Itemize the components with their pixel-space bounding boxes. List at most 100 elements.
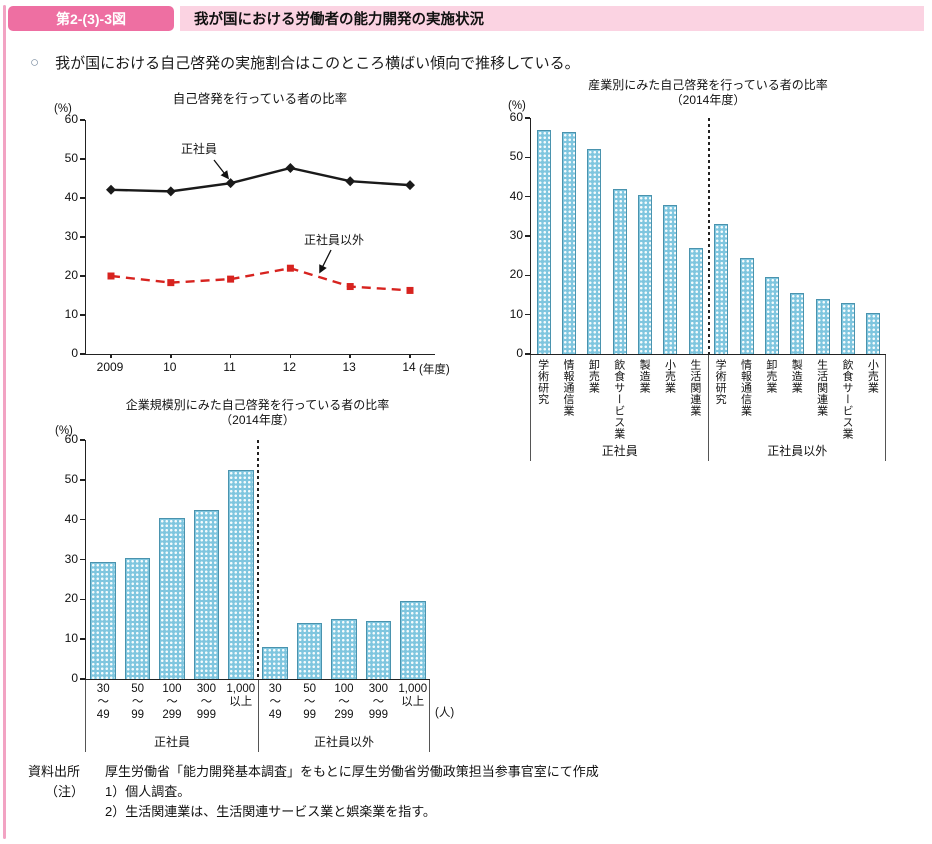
bar bbox=[739, 257, 754, 354]
category-label: 情報通信業 bbox=[562, 359, 575, 417]
figure-number-badge: 第2-(3)-3図 bbox=[8, 6, 174, 31]
lead-text: 我が国における自己啓発の実施割合はこのところ横ばい傾向で推移している。 bbox=[55, 55, 580, 72]
bar bbox=[638, 194, 653, 354]
category-label: 生活関連業 bbox=[815, 359, 828, 417]
note-row: （注） 1）個人調査。 bbox=[28, 782, 599, 802]
x-tick-label: 14 bbox=[402, 360, 416, 374]
category-label: 製造業 bbox=[790, 359, 803, 394]
category-label: 飲食サービス業 bbox=[612, 359, 625, 440]
square-marker bbox=[167, 279, 175, 287]
series-annotation-label: 正社員 bbox=[181, 141, 217, 156]
group-divider-dotted bbox=[707, 118, 710, 354]
y-tick bbox=[524, 117, 530, 119]
diamond-marker bbox=[405, 180, 415, 191]
y-axis-unit: (%) bbox=[508, 100, 526, 112]
y-tick-label: 60 bbox=[509, 110, 523, 124]
bar bbox=[159, 517, 185, 679]
group-label: 正社員 bbox=[601, 444, 638, 458]
chart-title: 産業別にみた自己啓発を行っている者の比率 bbox=[588, 78, 828, 92]
square-marker bbox=[406, 286, 414, 294]
bar bbox=[764, 277, 779, 354]
category-label: 300 ～ 999 bbox=[196, 683, 216, 721]
y-tick-label: 0 bbox=[516, 346, 523, 360]
x-tick-label: 10 bbox=[163, 360, 177, 374]
y-tick bbox=[79, 158, 85, 160]
bar bbox=[587, 149, 602, 354]
bar bbox=[399, 601, 426, 679]
annotation-arrow bbox=[213, 159, 230, 180]
category-label: 製造業 bbox=[638, 359, 651, 394]
bar bbox=[840, 302, 855, 354]
y-tick-label: 30 bbox=[509, 228, 523, 242]
diamond-marker bbox=[225, 178, 236, 189]
category-label: 飲食サービス業 bbox=[840, 359, 853, 440]
y-tick bbox=[79, 314, 85, 316]
circle-bullet-icon: ○ bbox=[30, 54, 40, 71]
source-text: 厚生労働省「能力開発基本調査」をもとに厚生労働省労働政策担当参事官室にて作成 bbox=[105, 764, 599, 779]
square-marker bbox=[286, 264, 294, 272]
source-row: 資料出所 厚生労働省「能力開発基本調査」をもとに厚生労働省労働政策担当参事官室に… bbox=[28, 762, 599, 782]
note-text-1: 1）個人調査。 bbox=[105, 784, 191, 799]
category-label: 卸売業 bbox=[587, 359, 600, 394]
square-marker bbox=[107, 272, 115, 280]
y-tick bbox=[79, 275, 85, 277]
y-tick-label: 50 bbox=[509, 149, 523, 164]
group-divider-dotted bbox=[257, 440, 259, 679]
y-tick-label: 60 bbox=[64, 432, 78, 446]
lead-sentence: ○ 我が国における自己啓発の実施割合はこのところ横ばい傾向で推移している。 bbox=[30, 52, 580, 73]
category-label: 300 ～ 999 bbox=[368, 683, 388, 721]
y-tick bbox=[79, 638, 85, 640]
figure-header: 第2-(3)-3図 我が国における労働者の能力開発の実施状況 bbox=[8, 6, 924, 31]
series-line bbox=[110, 266, 411, 292]
source-notes: 資料出所 厚生労働省「能力開発基本調査」をもとに厚生労働省労働政策担当参事官室に… bbox=[28, 762, 599, 822]
y-tick bbox=[79, 236, 85, 238]
y-tick bbox=[79, 353, 85, 355]
x-tick bbox=[229, 354, 232, 358]
y-tick bbox=[524, 235, 530, 237]
category-label: 学術研究 bbox=[714, 359, 727, 405]
x-tick bbox=[349, 354, 351, 358]
bar bbox=[331, 619, 357, 679]
y-tick bbox=[79, 197, 85, 199]
bar-plot-area: 0 10 20 30 40 50 60 bbox=[65, 432, 430, 685]
square-marker bbox=[227, 275, 235, 283]
y-tick bbox=[79, 598, 85, 601]
bar bbox=[866, 312, 881, 354]
y-tick bbox=[79, 479, 85, 481]
line-plot-area: 0 10 20 30 40 50 60 正社員 正社員以外 bbox=[65, 112, 435, 360]
category-label: 1,000 以上 bbox=[398, 683, 428, 708]
y-tick-label: 0 bbox=[71, 346, 78, 360]
note-label-spacer bbox=[28, 802, 105, 822]
category-label: 生活関連業 bbox=[688, 359, 701, 417]
category-label: 50 ～ 99 bbox=[303, 683, 316, 721]
y-tick bbox=[524, 274, 530, 277]
bar bbox=[815, 298, 830, 354]
y-tick-label: 10 bbox=[509, 306, 523, 321]
y-tick-label: 40 bbox=[64, 511, 78, 526]
y-tick-label: 60 bbox=[64, 112, 78, 126]
x-tick-label: 12 bbox=[282, 360, 297, 374]
chart-title: 自己啓発を行っている者の比率 bbox=[172, 92, 348, 106]
note-label: （注） bbox=[45, 784, 85, 799]
y-tick-label: 40 bbox=[64, 190, 78, 204]
diamond-marker bbox=[165, 186, 176, 197]
bar bbox=[663, 204, 678, 354]
x-axis-unit: (人) bbox=[435, 707, 455, 719]
bar bbox=[124, 557, 151, 679]
bar bbox=[90, 561, 117, 679]
diamond-marker bbox=[345, 176, 356, 187]
chart-by-company-size: 企業規模別にみた自己啓発を行っている者の比率 （2014年度） (%) 0 10 2… bbox=[50, 394, 480, 764]
group-divider-line bbox=[708, 355, 709, 461]
square-marker bbox=[346, 283, 354, 291]
category-label: 100 ～ 299 bbox=[334, 683, 354, 721]
pink-frame-left bbox=[3, 5, 6, 839]
x-axis-labels: (年度) 2009 10 11 12 13 14 bbox=[85, 358, 450, 376]
category-label: 100 ～ 299 bbox=[162, 683, 182, 721]
y-tick-label: 50 bbox=[64, 471, 78, 486]
x-axis-label-area: 学術研究 情報通信業 卸売業 飲食サービス業 製造業 小売業 生活関連業 正社員 学術研究 情報通… bbox=[530, 355, 886, 461]
x-tick bbox=[170, 354, 172, 358]
series-line bbox=[110, 166, 411, 193]
bar bbox=[612, 188, 627, 354]
